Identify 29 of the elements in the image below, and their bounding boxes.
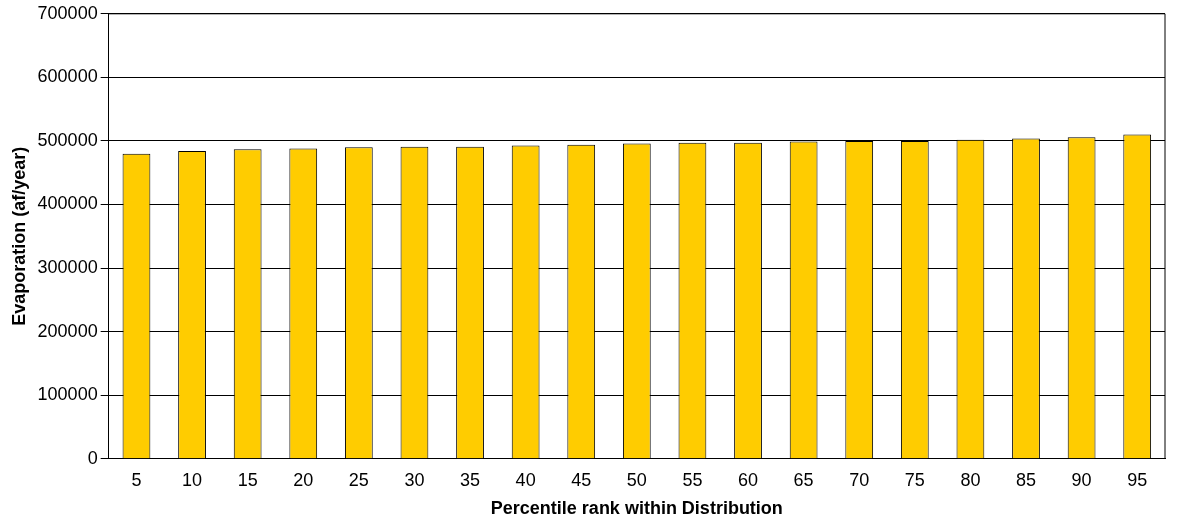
y-tick-label: 400000 bbox=[37, 193, 98, 214]
y-tick-label: 300000 bbox=[37, 257, 98, 278]
x-tick-label: 50 bbox=[626, 469, 647, 490]
y-tick-label: 500000 bbox=[37, 129, 98, 150]
x-tick-label: 10 bbox=[182, 469, 203, 490]
x-tick-label: 35 bbox=[460, 469, 481, 490]
x-tick-label: 65 bbox=[793, 469, 814, 490]
x-tick-label: 80 bbox=[960, 469, 981, 490]
y-tick-label: 0 bbox=[87, 447, 98, 468]
x-tick-label: 75 bbox=[904, 469, 925, 490]
x-tick-label: 40 bbox=[515, 469, 536, 490]
x-tick-label: 20 bbox=[293, 469, 314, 490]
x-tick-label: 55 bbox=[682, 469, 703, 490]
x-axis-title: Percentile rank within Distribution bbox=[490, 498, 783, 519]
x-tick-label: 70 bbox=[849, 469, 870, 490]
y-tick-label: 100000 bbox=[37, 384, 98, 405]
x-tick-label: 45 bbox=[571, 469, 592, 490]
x-tick-label: 15 bbox=[237, 469, 258, 490]
x-tick-label: 5 bbox=[131, 469, 142, 490]
x-tick-label: 25 bbox=[348, 469, 369, 490]
x-tick-label: 85 bbox=[1015, 469, 1037, 490]
x-tick-label: 95 bbox=[1127, 469, 1148, 490]
y-axis-title: Evaporation (af/year) bbox=[8, 146, 29, 326]
x-tick-label: 30 bbox=[404, 469, 425, 490]
y-tick-label: 600000 bbox=[37, 66, 98, 87]
y-tick-label: 200000 bbox=[37, 320, 98, 341]
x-tick-label: 90 bbox=[1071, 469, 1092, 490]
x-tick-label: 60 bbox=[738, 469, 759, 490]
y-tick-label: 700000 bbox=[37, 2, 98, 23]
